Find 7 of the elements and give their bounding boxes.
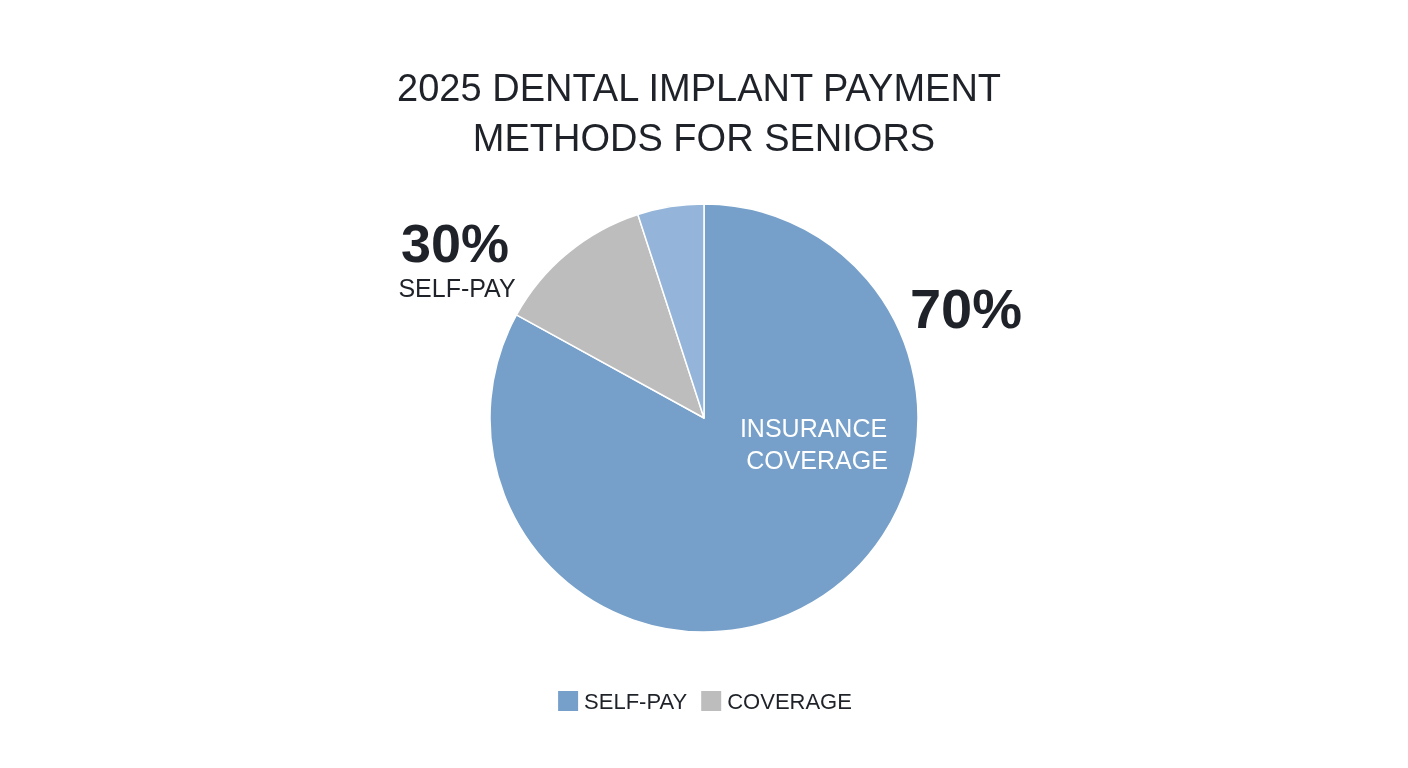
slice-label: SELF-PAY: [398, 274, 516, 302]
chart-title: 2025 DENTAL IMPLANT PAYMENT METHODS FOR SENIORS: [397, 67, 1011, 159]
text: INSURANCE COVERAGE: [739, 413, 895, 475]
legend-label: SELF-PAY: [584, 688, 688, 714]
text: 30%: [400, 213, 510, 273]
legend-label: COVERAGE: [727, 688, 852, 714]
text: 70%: [909, 276, 1023, 340]
